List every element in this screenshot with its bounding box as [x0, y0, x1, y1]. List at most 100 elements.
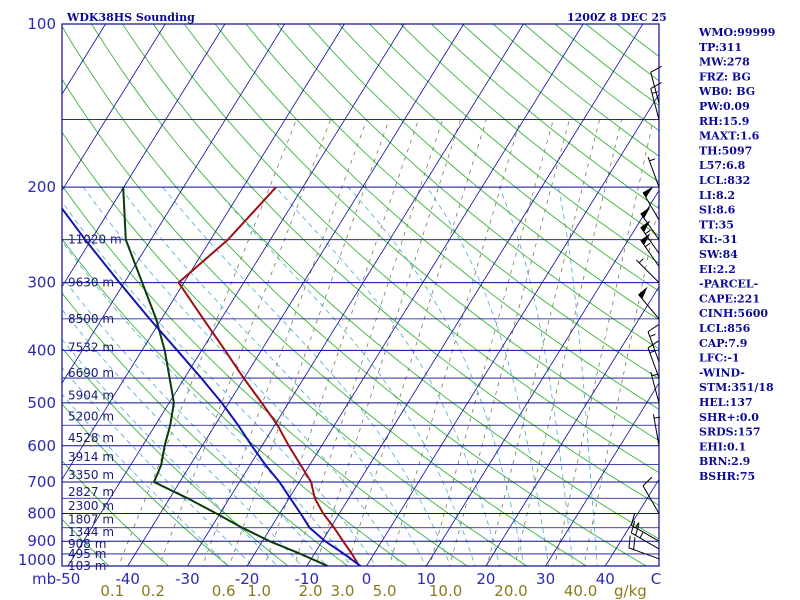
- index-entry: -PARCEL-: [699, 278, 758, 291]
- wind-barb-staff: [628, 547, 660, 560]
- wind-barb-half: [654, 416, 661, 419]
- moist-adiabat-line: [62, 338, 278, 566]
- chart-title: WDK38HS Sounding: [66, 11, 195, 24]
- temperature-tick-label: -10: [295, 570, 320, 588]
- mixing-ratio-line: [201, 119, 368, 566]
- wind-barb: [652, 414, 661, 446]
- isotherm-line: [545, 382, 659, 566]
- index-entry: LCL:856: [699, 322, 751, 335]
- height-level-label: 4528 m: [68, 431, 114, 445]
- wind-barb-staff: [631, 532, 660, 550]
- mixing-ratio-tick-label: 2.0: [299, 582, 323, 600]
- height-level-label: 3350 m: [68, 468, 114, 482]
- dry-adiabat-line: [62, 292, 349, 566]
- pressure-tick-label: 500: [27, 394, 56, 412]
- height-level-label: 11020 m: [68, 233, 122, 247]
- dry-adiabat-line: [62, 403, 230, 566]
- mixing-ratio-line: [388, 119, 521, 566]
- wind-barb-staff: [636, 259, 660, 283]
- mixing-ratio-line: [429, 119, 554, 566]
- isotherm-line: [366, 93, 659, 566]
- wind-barb: [636, 258, 660, 283]
- height-level-label: 5200 m: [68, 410, 114, 424]
- isotherm-line: [62, 24, 226, 288]
- isotherm-lines: [62, 24, 659, 566]
- pressure-tick-label: 100: [27, 15, 56, 33]
- temperature-trace: [177, 186, 361, 566]
- isotherm-line: [127, 24, 465, 566]
- isotherm-line: [306, 24, 644, 566]
- wind-barb: [638, 286, 660, 320]
- wind-barb: [640, 206, 660, 240]
- mixing-ratio-unit-label: g/kg: [614, 582, 647, 600]
- wind-barb: [630, 520, 660, 550]
- mixing-ratio-tick-label: 20.0: [494, 582, 527, 600]
- pressure-tick-label: 1000: [18, 551, 56, 569]
- dry-adiabat-lines: [62, 24, 659, 566]
- dewpoint-trace: [122, 187, 329, 566]
- temperature-tick-label: 20: [476, 570, 495, 588]
- mixing-ratio-tick-label: 0.1: [100, 582, 124, 600]
- index-entry: BSHR:75: [699, 470, 755, 483]
- wind-barb-full: [635, 523, 640, 536]
- temperature-tick-label: -20: [235, 570, 260, 588]
- wind-barb: [628, 535, 660, 560]
- mixing-ratio-tick-label: 5.0: [373, 582, 397, 600]
- index-entry: STM:351/18: [699, 381, 774, 394]
- temperature-axis-labels: -50 -40 -30 -20 -10 0 10 20 30 40 C: [56, 570, 661, 588]
- wind-barb-half: [649, 350, 656, 354]
- height-level-label: 6690 m: [68, 366, 114, 380]
- isotherm-line: [62, 24, 285, 384]
- index-entry: WB0: BG: [698, 85, 755, 98]
- mixing-ratio-line: [158, 119, 332, 566]
- wind-barb-half: [649, 333, 656, 337]
- wind-barb-full: [650, 65, 662, 73]
- isotherm-line: [67, 24, 405, 566]
- index-entry: L57:6.8: [699, 159, 746, 172]
- dry-adiabat-line: [122, 24, 659, 506]
- dry-adiabat-line: [62, 238, 409, 566]
- index-entry: SI:8.6: [699, 204, 736, 217]
- temperature-tick-label: 30: [536, 570, 555, 588]
- index-entry: TP:311: [699, 41, 742, 54]
- height-level-label: 7532 m: [68, 340, 114, 354]
- dry-adiabat-line: [214, 24, 659, 410]
- moist-adiabat-line: [426, 186, 550, 566]
- moist-adiabat-line: [558, 187, 598, 566]
- temperature-tick-label: -50: [56, 570, 81, 588]
- wind-barb-staff: [640, 226, 660, 254]
- pressure-unit-label: mb: [32, 570, 56, 588]
- dry-adiabat-line: [338, 24, 659, 292]
- moist-adiabat-line: [62, 200, 377, 566]
- moist-adiabat-line: [62, 276, 327, 566]
- dry-adiabat-line: [62, 460, 170, 566]
- temperature-tick-label: 0: [362, 570, 372, 588]
- dry-adiabat-line: [307, 24, 659, 321]
- index-entry: FRZ: BG: [699, 70, 751, 83]
- pressure-tick-label: 400: [27, 341, 56, 359]
- height-level-label: 1807 m: [68, 512, 114, 526]
- mixing-ratio-line: [118, 119, 297, 566]
- wind-barb-staff: [650, 72, 660, 104]
- wind-barb-full: [628, 535, 631, 548]
- index-entry: TH:5097: [699, 144, 752, 157]
- height-level-label: 2827 m: [68, 485, 114, 499]
- height-level-label: 103 m: [68, 559, 106, 573]
- wind-barb-half: [651, 373, 658, 377]
- sounding-series: [62, 186, 362, 566]
- dry-adiabat-line: [369, 24, 659, 264]
- wind-barb-pennant: [640, 233, 651, 246]
- dry-adiabat-line: [62, 184, 468, 566]
- index-entry: SHR+:0.0: [699, 411, 759, 424]
- moist-adiabat-line: [162, 186, 451, 566]
- index-entry: SW:84: [699, 248, 738, 261]
- dry-adiabat-line: [62, 347, 289, 566]
- wind-barb-staff: [652, 414, 660, 446]
- dry-adiabat-line: [152, 24, 659, 474]
- temperature-tick-label: -30: [175, 570, 200, 588]
- dry-adiabat-line: [62, 131, 528, 566]
- height-level-label: 908 m: [68, 537, 106, 551]
